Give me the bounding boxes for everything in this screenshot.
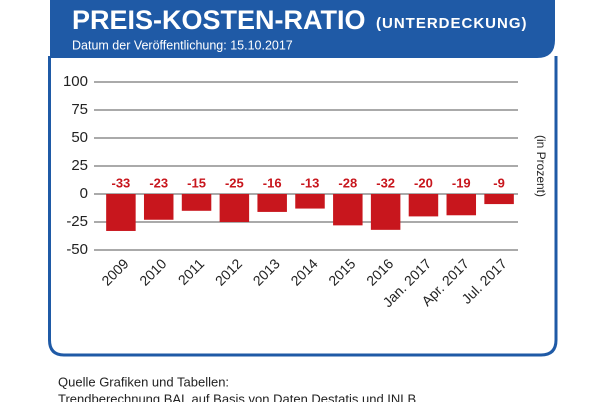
- x-tick-label: 2013: [250, 255, 283, 288]
- source-line: Trendberechnung BAL auf Basis von Daten …: [58, 391, 416, 402]
- value-label: -25: [225, 175, 244, 190]
- bar: [295, 194, 325, 209]
- bar: [219, 194, 250, 222]
- x-tick-label: 2009: [98, 255, 131, 288]
- bar: [143, 194, 174, 220]
- title-note: (UNTERDECKUNG): [376, 15, 528, 32]
- value-label: -19: [452, 175, 471, 190]
- y-tick-label: 25: [71, 157, 88, 174]
- x-tick-label: 2010: [136, 255, 169, 288]
- y-tick-label: 100: [63, 73, 88, 90]
- bar: [257, 194, 287, 212]
- y-tick-label: 75: [71, 101, 88, 118]
- value-label: -28: [338, 175, 357, 190]
- y-tick-label: -50: [66, 241, 88, 258]
- y-tick-label: -25: [66, 213, 88, 230]
- subtitle: Datum der Veröffentlichung: 15.10.2017: [72, 38, 293, 52]
- chart-title: PREIS-KOSTEN-RATIO: [72, 5, 366, 35]
- value-label: -32: [376, 175, 395, 190]
- x-tick-label: 2015: [325, 255, 358, 288]
- y-tick-label: 50: [71, 129, 88, 146]
- value-label: -9: [493, 175, 505, 190]
- bar: [333, 194, 363, 226]
- bar: [408, 194, 439, 217]
- bar: [106, 194, 136, 231]
- x-tick-label: 2012: [212, 255, 245, 288]
- y-axis-label: (in Prozent): [534, 135, 548, 197]
- header-box: [50, 0, 555, 58]
- value-label: -20: [414, 175, 433, 190]
- bar: [370, 194, 401, 230]
- value-label: -23: [149, 175, 168, 190]
- value-label: -33: [112, 175, 131, 190]
- value-label: -13: [301, 175, 320, 190]
- x-tick-label: 2011: [175, 255, 208, 288]
- x-tick-label: 2016: [363, 255, 396, 288]
- value-label: -16: [263, 175, 282, 190]
- bar: [484, 194, 514, 205]
- panel-border: [48, 56, 558, 357]
- x-tick-label: 2014: [287, 255, 320, 288]
- bar: [181, 194, 212, 211]
- y-tick-label: 0: [80, 185, 88, 202]
- source-line: Quelle Grafiken und Tabellen:: [58, 374, 229, 389]
- value-label: -15: [187, 175, 206, 190]
- bar: [446, 194, 477, 216]
